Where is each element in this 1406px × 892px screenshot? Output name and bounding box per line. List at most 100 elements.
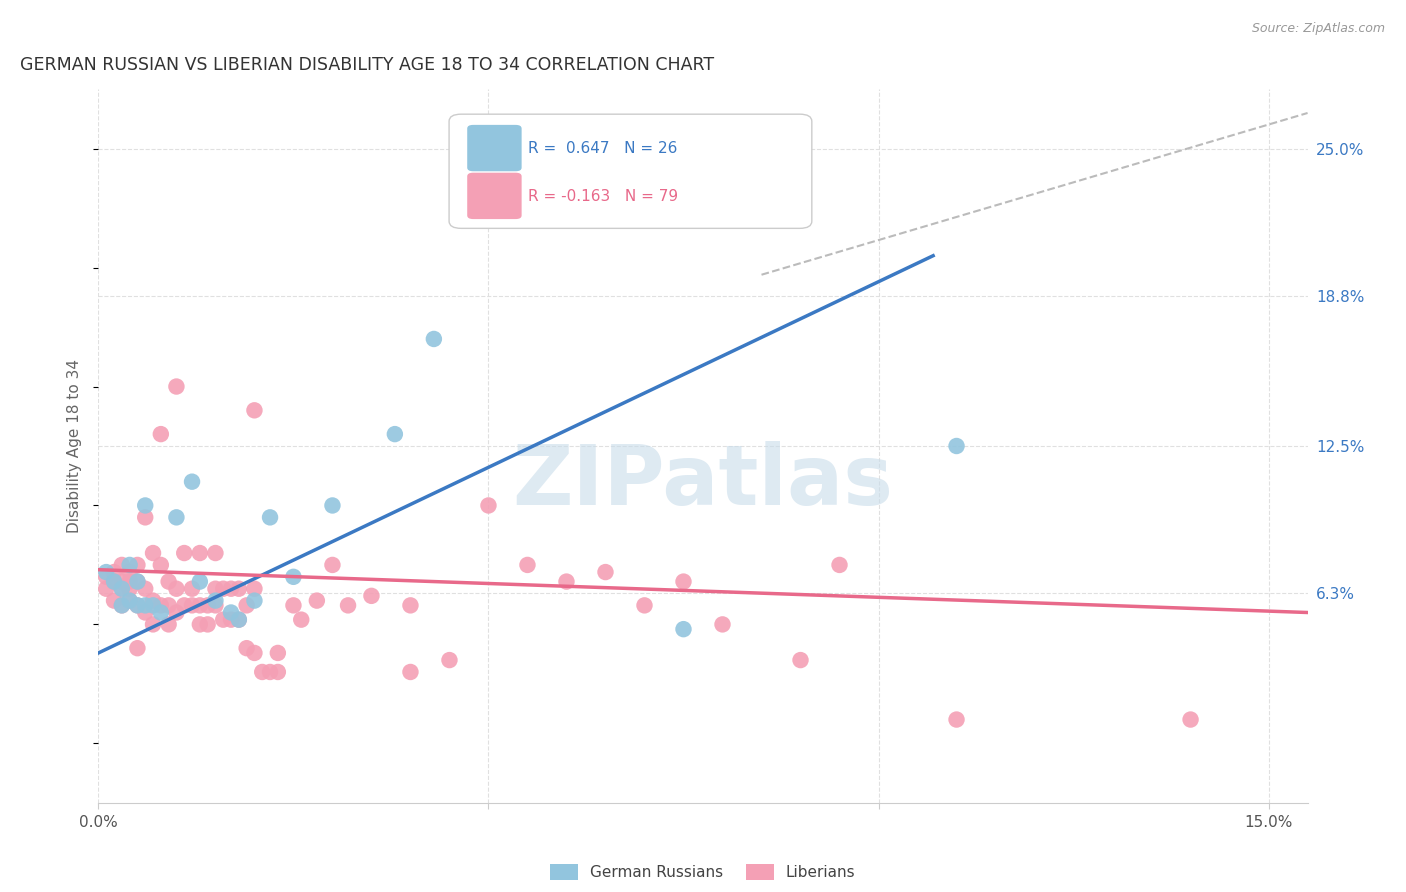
Point (127, 599, 149, 613)
Point (142, 617, 165, 632)
Point (516, 558, 538, 572)
Point (633, 599, 655, 613)
Point (235, 599, 257, 613)
Point (149, 558, 172, 572)
Point (134, 510, 156, 524)
Point (219, 582, 242, 596)
Point (789, 653, 811, 667)
FancyBboxPatch shape (449, 114, 811, 228)
Point (555, 574, 578, 589)
Point (399, 599, 422, 613)
Point (321, 499, 343, 513)
Point (252, 665, 274, 679)
Point (111, 558, 134, 572)
Point (96, 582, 118, 596)
Point (134, 499, 156, 513)
Point (188, 599, 211, 613)
Point (149, 606, 172, 620)
Point (118, 593, 141, 607)
Point (204, 546, 226, 560)
Point (243, 593, 266, 607)
Point (127, 574, 149, 589)
Point (149, 599, 172, 613)
Point (219, 606, 242, 620)
Point (267, 646, 290, 660)
Point (439, 653, 461, 667)
Point (360, 589, 382, 603)
Point (290, 613, 312, 627)
Point (672, 622, 695, 636)
Point (181, 582, 204, 596)
Point (111, 599, 134, 613)
Point (259, 665, 281, 679)
Point (945, 439, 967, 453)
Point (118, 582, 141, 596)
Point (1180, 713, 1202, 727)
Point (127, 599, 149, 613)
FancyBboxPatch shape (467, 125, 522, 171)
Point (228, 613, 250, 627)
Point (228, 582, 250, 596)
Point (337, 599, 360, 613)
Point (127, 558, 149, 572)
Point (204, 599, 226, 613)
Point (384, 427, 406, 442)
Point (118, 558, 141, 572)
Point (157, 574, 180, 589)
Point (118, 574, 141, 589)
Point (243, 646, 266, 660)
Point (96, 565, 118, 579)
Point (96, 570, 118, 584)
Point (197, 617, 219, 632)
Point (127, 641, 149, 656)
Point (173, 546, 195, 560)
Point (477, 499, 499, 513)
Point (267, 665, 290, 679)
Point (204, 582, 226, 596)
Point (595, 565, 617, 579)
Point (672, 574, 695, 589)
Point (142, 546, 165, 560)
Point (149, 427, 172, 442)
Text: R =  0.647   N = 26: R = 0.647 N = 26 (527, 141, 678, 156)
Text: Source: ZipAtlas.com: Source: ZipAtlas.com (1251, 22, 1385, 36)
Point (243, 403, 266, 417)
Point (103, 574, 125, 589)
Point (181, 599, 204, 613)
Point (134, 582, 156, 596)
Point (188, 574, 211, 589)
Point (134, 606, 156, 620)
Point (243, 582, 266, 596)
Point (204, 593, 226, 607)
Point (103, 574, 125, 589)
Point (165, 379, 187, 393)
Point (283, 599, 305, 613)
Point (103, 593, 125, 607)
Point (134, 599, 156, 613)
Point (142, 599, 165, 613)
Point (197, 599, 219, 613)
Point (212, 613, 235, 627)
Point (111, 582, 134, 596)
Point (111, 582, 134, 596)
Point (423, 332, 446, 346)
Text: R = -0.163   N = 79: R = -0.163 N = 79 (527, 189, 678, 203)
Point (118, 593, 141, 607)
Point (305, 593, 328, 607)
Point (259, 510, 281, 524)
Point (165, 606, 187, 620)
Y-axis label: Disability Age 18 to 34: Disability Age 18 to 34 (67, 359, 83, 533)
Point (103, 565, 125, 579)
Point (157, 599, 180, 613)
Point (173, 599, 195, 613)
Point (142, 593, 165, 607)
Point (321, 558, 343, 572)
Point (157, 617, 180, 632)
Point (228, 613, 250, 627)
Legend: German Russians, Liberians: German Russians, Liberians (543, 856, 863, 888)
Point (235, 641, 257, 656)
Point (399, 665, 422, 679)
Point (165, 582, 187, 596)
Text: GERMAN RUSSIAN VS LIBERIAN DISABILITY AGE 18 TO 34 CORRELATION CHART: GERMAN RUSSIAN VS LIBERIAN DISABILITY AG… (20, 56, 714, 74)
Point (283, 570, 305, 584)
